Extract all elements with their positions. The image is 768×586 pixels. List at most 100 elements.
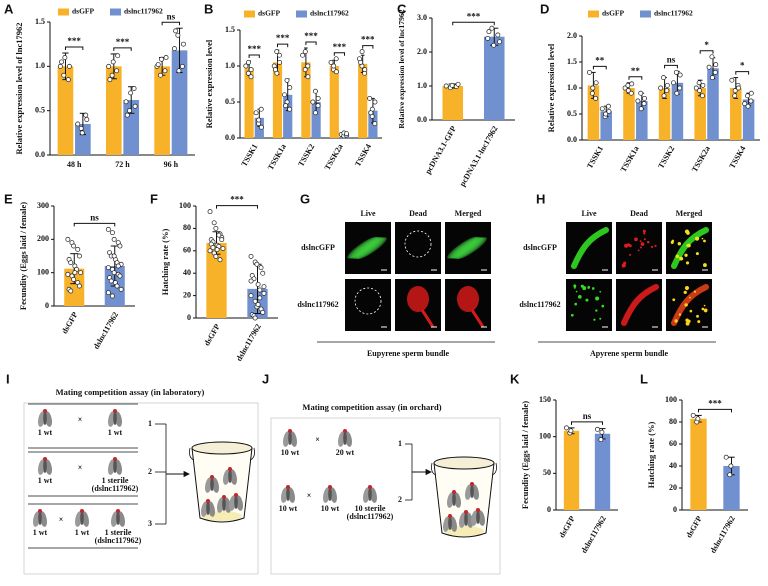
data-point (258, 265, 264, 271)
data-point (128, 90, 134, 96)
moth-body (464, 512, 468, 526)
data-point (713, 62, 719, 68)
legend-label: dslnc117962 (654, 9, 693, 18)
bar (730, 88, 742, 140)
x-tick-label: dslnc117962 (92, 310, 120, 350)
legend-swatch (58, 8, 69, 16)
data-point (671, 80, 676, 86)
data-point (65, 236, 71, 242)
cell-signal (684, 303, 688, 307)
y-axis-label: Relative expression level of lnc17962 (397, 9, 406, 128)
legend-label: dsGFP (258, 9, 281, 18)
cell-signal (628, 253, 631, 256)
significance-label: *** (230, 195, 244, 205)
data-point (276, 52, 282, 58)
diagram-title: Mating competition assay (in laboratory) (56, 387, 205, 397)
significance-label: *** (467, 11, 481, 21)
data-point (628, 90, 634, 96)
significance-bracket (248, 54, 260, 58)
data-point (171, 46, 177, 52)
cell-signal (347, 236, 378, 259)
moth-head (452, 490, 456, 494)
cell-signal (354, 237, 385, 259)
column-label: Live (360, 209, 376, 218)
dashed-outline (404, 230, 432, 258)
data-point (155, 62, 161, 68)
data-point (62, 55, 68, 60)
data-point (248, 74, 254, 80)
cell-signal (650, 245, 654, 248)
cell-signal (704, 310, 707, 313)
cell-signal (447, 236, 478, 259)
x-tick-label: 96 h (164, 160, 179, 169)
group-item-label: 1 sterile (102, 476, 129, 485)
data-point (489, 25, 495, 31)
bar (154, 66, 170, 155)
data-point (110, 293, 115, 299)
x-tick-label: 48 h (67, 160, 82, 169)
significance-bracket (452, 21, 495, 26)
x-tick-label: dslnc117962 (708, 514, 736, 554)
data-point (66, 63, 72, 69)
cell-signal (621, 284, 659, 326)
data-point (111, 253, 117, 259)
column-label: Merged (676, 209, 703, 218)
group-item-label: 1 wt (75, 528, 90, 537)
moth-head (476, 508, 480, 512)
cell-signal (703, 304, 706, 307)
panel-label: I (6, 371, 10, 386)
row-label: dslnc117962 (297, 300, 338, 309)
legend-label: dslnc117962 (124, 7, 163, 16)
cell-signal (697, 320, 701, 324)
data-point (635, 98, 641, 104)
caption: Apyrene sperm bundle (590, 349, 669, 358)
data-point (248, 253, 254, 259)
data-point (732, 93, 738, 99)
data-point (109, 72, 115, 78)
cell-signal (654, 244, 657, 247)
data-point (302, 67, 308, 73)
data-point (105, 265, 111, 271)
image-cell (345, 279, 391, 331)
panel-label: C (397, 1, 407, 16)
bar (483, 36, 505, 121)
data-point (175, 32, 181, 38)
data-point (313, 110, 318, 116)
moth-head (116, 509, 120, 513)
data-point (732, 88, 738, 94)
y-tick-label: 40 (669, 461, 677, 470)
cell-signal (593, 318, 596, 321)
significance-label: *** (67, 36, 81, 46)
x-tick-label: TSSK1a (266, 142, 288, 171)
cell-signal (587, 286, 590, 289)
y-tick-label: 60 (183, 246, 191, 255)
moth-head (464, 510, 468, 514)
bar (742, 99, 755, 140)
data-point (207, 209, 213, 215)
data-point (696, 80, 702, 86)
data-point (163, 55, 169, 60)
data-point (117, 243, 123, 249)
data-point (78, 125, 84, 131)
data-point (110, 59, 116, 65)
cell-signal (701, 307, 705, 311)
cell-signal (689, 296, 691, 299)
data-point (593, 95, 599, 101)
cell-signal (642, 229, 646, 233)
data-point (491, 42, 497, 48)
significance-bracket (735, 71, 750, 75)
y-tick-label: 2.0 (417, 47, 427, 56)
significance-bracket (699, 50, 714, 54)
significance-label: ** (595, 55, 605, 65)
cell-signal (703, 239, 706, 243)
bar (658, 88, 671, 140)
data-point (261, 284, 267, 290)
significance-bracket (276, 43, 289, 48)
data-point (176, 68, 182, 74)
y-tick-label: 100 (37, 267, 49, 276)
data-point (159, 56, 164, 62)
caption: Eupyrene sperm bundle (367, 349, 450, 358)
moth-body (368, 487, 372, 501)
cell-signal (623, 263, 626, 267)
y-tick-label: 0.0 (417, 115, 427, 124)
